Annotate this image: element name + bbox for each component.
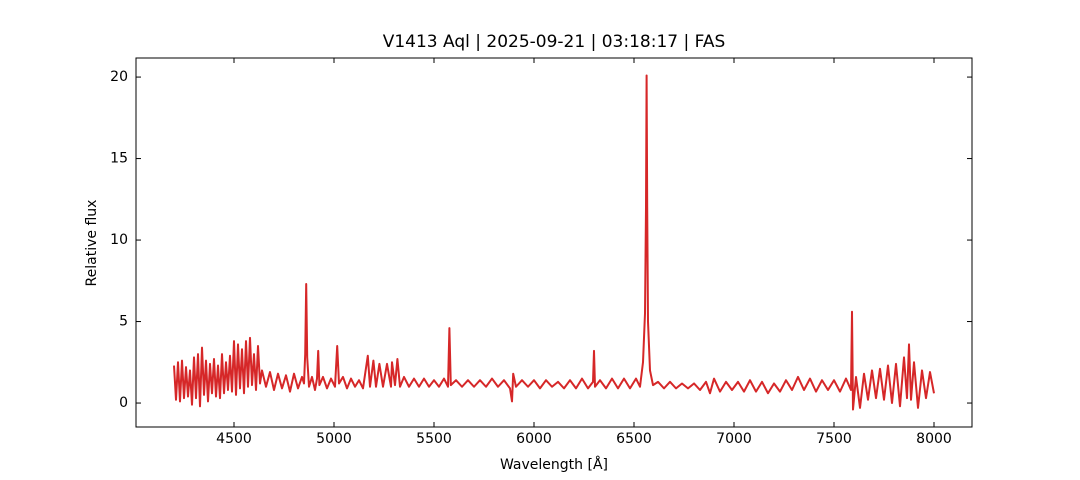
- y-tick-label: 20: [110, 69, 128, 85]
- x-tick-label: 6000: [516, 431, 552, 447]
- x-tick-label: 5500: [416, 431, 452, 447]
- x-tick-label: 7500: [816, 431, 852, 447]
- spectrum-line: [173, 74, 935, 411]
- y-tick-label: 15: [110, 151, 128, 167]
- y-tick-label: 5: [119, 314, 128, 330]
- plot-frame: [135, 57, 973, 428]
- x-tick-label: 4500: [216, 431, 252, 447]
- y-tick-label: 10: [110, 232, 128, 248]
- y-axis-label: Relative flux: [84, 200, 100, 287]
- chart-title: V1413 Aql | 2025-09-21 | 03:18:17 | FAS: [383, 32, 726, 52]
- x-tick-label: 7000: [716, 431, 752, 447]
- x-axis-label: Wavelength [Å]: [500, 456, 608, 473]
- x-tick-label: 6500: [616, 431, 652, 447]
- y-tick-label: 0: [119, 395, 128, 411]
- x-tick-label: 5000: [316, 431, 352, 447]
- x-tick-label: 8000: [916, 431, 952, 447]
